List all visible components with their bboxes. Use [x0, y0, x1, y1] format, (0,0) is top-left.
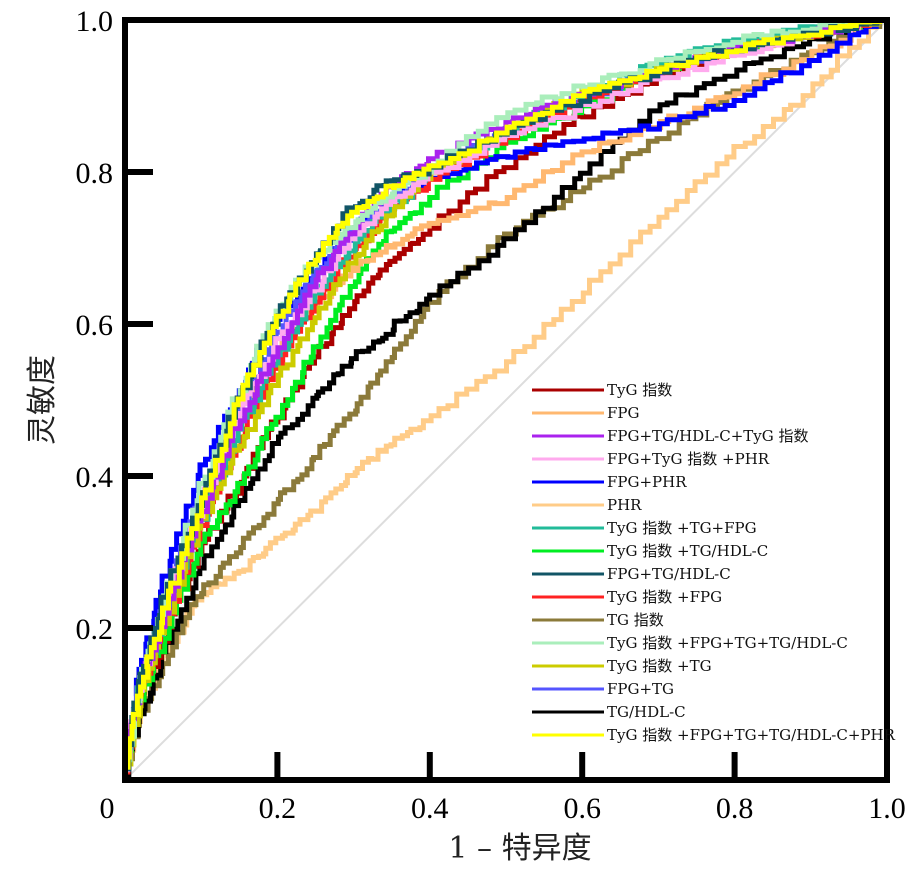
legend-label: TyG 指数 +FPG+TG+TG/HDL-C	[607, 634, 848, 652]
y-tick-label: 0.2	[76, 613, 114, 646]
x-tick-label: 0.2	[259, 792, 297, 825]
legend-label: TyG 指数 +TG+FPG	[607, 519, 757, 537]
legend-label: TG 指数	[607, 611, 664, 629]
y-axis-title: 灵敏度	[25, 355, 60, 445]
ticks-layer: 0 0.2 0.4 0.6 0.8 1.0 0.2 0.4 0.6 0.8 1.0	[76, 5, 906, 825]
legend-label: FPG+TG/HDL-C	[607, 565, 731, 583]
x-tick-label: 0.6	[563, 792, 601, 825]
legend-label: FPG+TG	[607, 680, 674, 698]
reference-layer	[124, 19, 888, 781]
legend-label: PHR	[607, 496, 642, 514]
y-tick-label: 0.4	[76, 461, 114, 494]
x-axis-title: 1 – 特异度	[448, 831, 591, 866]
y-tick-label: 1.0	[76, 5, 114, 38]
legend-label: FPG	[607, 404, 639, 422]
legend-label: TG/HDL-C	[607, 703, 686, 721]
legend-label: TyG 指数 +FPG	[607, 588, 722, 606]
legend-label: FPG+TG/HDL-C+TyG 指数	[607, 427, 809, 445]
y-tick-label: 0.6	[76, 309, 114, 342]
legend-label: TyG 指数 +FPG+TG+TG/HDL-C+PHR	[607, 726, 896, 744]
axes-layer	[122, 17, 890, 783]
legend-label: FPG+TyG 指数 +PHR	[607, 450, 770, 468]
legend-label: TyG 指数	[607, 381, 672, 399]
legend: TyG 指数 FPG FPG+TG/HDL-C+TyG 指数 FPG+TyG 指数 +…	[532, 381, 896, 744]
series-layer	[122, 17, 887, 780]
y-tick-label: 0.8	[76, 157, 114, 190]
legend-label: FPG+PHR	[607, 473, 687, 491]
reference-diagonal-line	[124, 19, 888, 781]
x-tick-label: 0.4	[411, 792, 449, 825]
plot-frame	[122, 17, 890, 783]
x-tick-label: 1.0	[868, 792, 906, 825]
legend-label: TyG 指数 +TG	[607, 657, 712, 675]
x-tick-label: 0	[100, 792, 115, 825]
series-line-15	[122, 17, 887, 780]
series-line-16	[122, 17, 887, 780]
x-tick-label: 0.8	[716, 792, 754, 825]
legend-label: TyG 指数 +TG/HDL-C	[607, 542, 768, 560]
